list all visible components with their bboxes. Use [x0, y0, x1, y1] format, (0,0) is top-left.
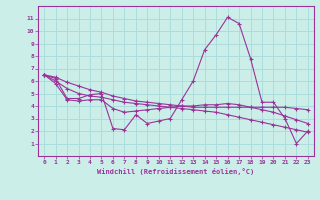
X-axis label: Windchill (Refroidissement éolien,°C): Windchill (Refroidissement éolien,°C): [97, 168, 255, 175]
